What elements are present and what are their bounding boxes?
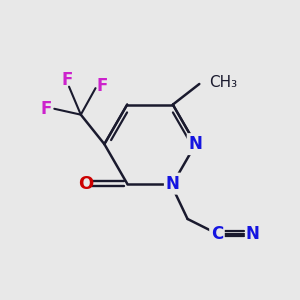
Text: CH₃: CH₃ bbox=[210, 75, 238, 90]
Text: F: F bbox=[96, 77, 108, 95]
Text: C: C bbox=[211, 225, 223, 243]
Text: N: N bbox=[166, 175, 180, 193]
Text: F: F bbox=[62, 71, 73, 89]
Text: N: N bbox=[189, 135, 202, 153]
Text: O: O bbox=[78, 175, 93, 193]
Text: N: N bbox=[246, 225, 260, 243]
Text: F: F bbox=[40, 100, 52, 118]
